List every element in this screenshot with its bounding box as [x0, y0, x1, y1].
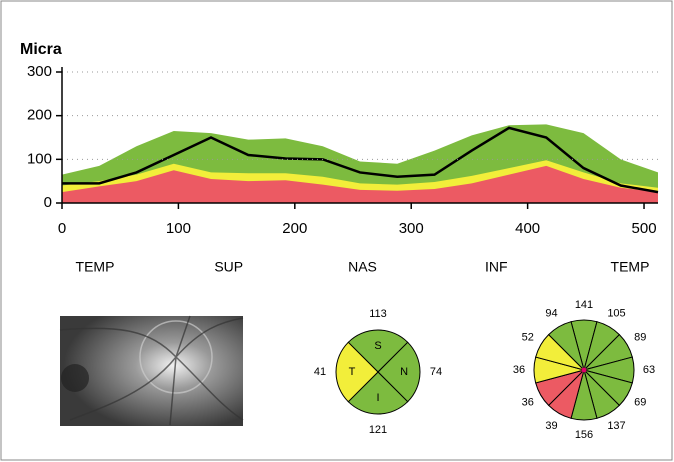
- x-tick-label: 200: [282, 220, 307, 237]
- clock-value: 39: [545, 420, 557, 432]
- x-tick-label: 300: [399, 220, 424, 237]
- quadrant-value: 121: [369, 424, 387, 436]
- x-tick-label: 500: [632, 220, 657, 237]
- fundus-image: [60, 316, 243, 426]
- clock-center: [582, 368, 587, 373]
- quadrant-letter: S: [374, 340, 381, 352]
- chart-title: Micra: [20, 41, 62, 58]
- quadrant-value: 41: [314, 366, 326, 378]
- clock-value: 137: [607, 420, 625, 432]
- clock-value: 156: [575, 429, 593, 441]
- position-label: TEMP: [76, 259, 115, 275]
- quadrant-value: 113: [369, 308, 387, 320]
- clock-value: 141: [575, 299, 593, 311]
- clock-value: 52: [522, 331, 534, 343]
- position-label: SUP: [214, 259, 243, 275]
- position-label: TEMP: [611, 259, 650, 275]
- quadrant-letter: N: [400, 366, 408, 378]
- y-tick-label: 100: [27, 150, 52, 167]
- clock-value: 63: [643, 364, 655, 376]
- y-tick-label: 0: [44, 194, 52, 211]
- clock-value: 89: [634, 331, 646, 343]
- y-tick-label: 300: [27, 63, 52, 80]
- quadrant-letter: I: [376, 392, 379, 404]
- x-tick-label: 400: [515, 220, 540, 237]
- x-tick-label: 100: [166, 220, 191, 237]
- x-tick-label: 0: [58, 220, 66, 237]
- quadrant-letter: T: [349, 366, 356, 378]
- clock-value: 69: [634, 396, 646, 408]
- clock-value: 36: [522, 396, 534, 408]
- position-label: NAS: [348, 259, 377, 275]
- y-tick-label: 200: [27, 107, 52, 124]
- clock-value: 94: [545, 308, 557, 320]
- clock-value: 36: [513, 364, 525, 376]
- clock-value: 105: [607, 308, 625, 320]
- position-label: INF: [485, 259, 508, 275]
- report: Micra S N I T 113 74 121 41 141 105 89 63 69 137 156 3…: [0, 0, 674, 462]
- quadrant-value: 74: [430, 366, 442, 378]
